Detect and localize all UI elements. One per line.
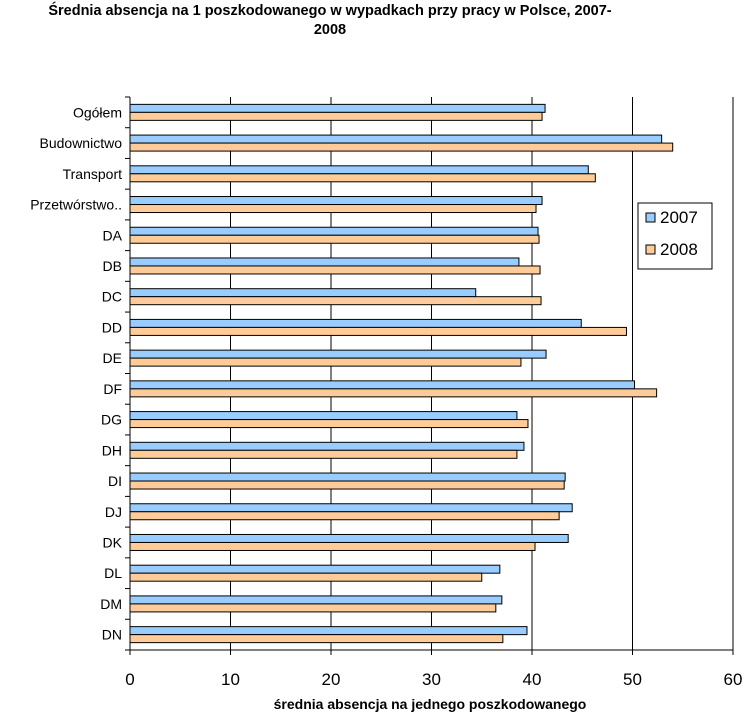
bar-2007-12 <box>129 472 566 482</box>
y-tick-label: DD <box>102 319 122 335</box>
bar-2008-0 <box>129 111 543 121</box>
y-tick-label: Budownictwo <box>40 135 123 151</box>
y-tick-label: DB <box>103 258 122 274</box>
y-tick-label: DE <box>103 350 122 366</box>
x-tick-label: 10 <box>221 670 240 689</box>
bar-2007-2 <box>129 165 589 175</box>
bar-2008-7 <box>129 326 627 336</box>
tick-labels: Ogółem Budownictwo Transport Przetwórstwo..… <box>30 104 742 689</box>
bar-2008-9 <box>129 388 658 398</box>
bar-2007-16 <box>129 595 503 605</box>
bar-2007-9 <box>129 380 636 390</box>
y-tick-label: Ogółem <box>73 104 122 120</box>
bar-2007-6 <box>129 288 477 298</box>
y-tick-label: DH <box>102 442 122 458</box>
y-tick-label: DC <box>102 289 122 305</box>
gridlines <box>230 97 734 650</box>
bar-2007-13 <box>129 503 573 513</box>
bar-2007-8 <box>129 349 547 359</box>
y-tick-label: DI <box>108 473 122 489</box>
bar-2008-6 <box>129 296 542 306</box>
y-tick-label: DA <box>103 227 123 243</box>
y-tick-label: Przetwórstwo.. <box>30 197 122 213</box>
y-tick-label: DL <box>104 565 122 581</box>
bar-2007-1 <box>129 134 663 144</box>
x-tick-label: 40 <box>523 670 542 689</box>
x-tick-label: 60 <box>724 670 743 689</box>
y-tick-label: DJ <box>105 504 122 520</box>
chart-title-line-2: 2008 <box>313 22 347 38</box>
bar-2007-11 <box>129 441 525 451</box>
bar-2008-4 <box>129 234 540 244</box>
bar-2007-7 <box>129 318 582 328</box>
legend-swatch-2008 <box>645 244 656 255</box>
bar-2007-3 <box>129 196 543 206</box>
y-tick-label: DF <box>103 381 122 397</box>
bar-2008-10 <box>129 419 529 429</box>
y-tick-label: DG <box>101 412 122 428</box>
x-tick-label: 0 <box>125 670 134 689</box>
y-tick-label: DK <box>103 534 123 550</box>
y-tick-label: Transport <box>63 166 123 182</box>
bar-2008-15 <box>129 572 483 582</box>
bar-2007-10 <box>129 411 518 421</box>
chart-title: Średnia absencja na 1 poszkodowanego w w… <box>0 2 660 40</box>
bar-2008-3 <box>129 204 537 214</box>
bar-2008-1 <box>129 142 674 152</box>
bar-2008-16 <box>129 603 497 613</box>
bar-2008-2 <box>129 173 596 183</box>
bar-2007-14 <box>129 533 569 543</box>
bar-2007-4 <box>129 226 539 236</box>
axes <box>125 96 734 655</box>
bar-2007-15 <box>129 564 501 574</box>
y-tick-label: DM <box>100 596 122 612</box>
y-tick-label: DN <box>102 627 122 643</box>
bar-2007-17 <box>129 626 528 636</box>
x-tick-label: 50 <box>623 670 642 689</box>
bars <box>129 103 674 644</box>
x-tick-label: 30 <box>422 670 441 689</box>
x-axis-title: średnia absencja na jednego poszkodowane… <box>274 696 587 712</box>
legend-swatch-2007 <box>645 212 656 223</box>
bar-2008-14 <box>129 541 536 551</box>
chart-title-line-1: Średnia absencja na 1 poszkodowanego w w… <box>48 3 612 19</box>
legend-label-2008: 2008 <box>660 240 698 259</box>
bar-2007-0 <box>129 103 546 113</box>
bar-2008-11 <box>129 449 518 459</box>
bar-2008-12 <box>129 480 565 490</box>
legend: 2007 2008 <box>637 202 713 270</box>
bar-2008-5 <box>129 265 541 275</box>
bar-2008-17 <box>129 634 504 644</box>
bar-2007-5 <box>129 257 520 267</box>
legend-label-2007: 2007 <box>660 208 698 227</box>
bar-2008-13 <box>129 511 560 521</box>
x-tick-label: 20 <box>322 670 341 689</box>
bar-2008-8 <box>129 357 522 367</box>
